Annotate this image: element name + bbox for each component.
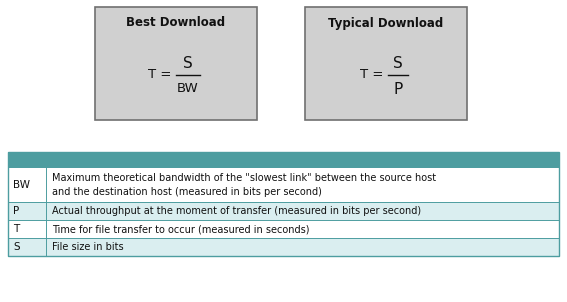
Text: Best Download: Best Download xyxy=(126,17,226,30)
Text: Maximum theoretical bandwidth of the "slowest link" between the source host: Maximum theoretical bandwidth of the "sl… xyxy=(52,173,436,183)
Text: P: P xyxy=(13,206,19,216)
Text: T: T xyxy=(13,224,19,234)
Text: File size in bits: File size in bits xyxy=(52,242,124,252)
Text: BW: BW xyxy=(13,180,30,190)
Bar xyxy=(8,238,559,256)
Text: S: S xyxy=(13,242,20,252)
Text: and the destination host (measured in bits per second): and the destination host (measured in bi… xyxy=(52,187,322,197)
Text: T =: T = xyxy=(148,69,176,82)
Bar xyxy=(8,168,559,202)
Text: S: S xyxy=(393,56,403,70)
Text: S: S xyxy=(183,56,193,70)
Text: T =: T = xyxy=(360,69,388,82)
Bar xyxy=(8,202,559,220)
Bar xyxy=(95,7,257,120)
Text: Time for file transfer to occur (measured in seconds): Time for file transfer to occur (measure… xyxy=(52,224,310,234)
Text: Typical Download: Typical Download xyxy=(328,17,443,30)
Text: P: P xyxy=(393,82,403,97)
Text: BW: BW xyxy=(177,82,199,95)
Bar xyxy=(8,220,559,238)
Bar xyxy=(8,152,559,168)
Bar xyxy=(8,152,559,256)
Bar xyxy=(305,7,467,120)
Text: Actual throughput at the moment of transfer (measured in bits per second): Actual throughput at the moment of trans… xyxy=(52,206,421,216)
